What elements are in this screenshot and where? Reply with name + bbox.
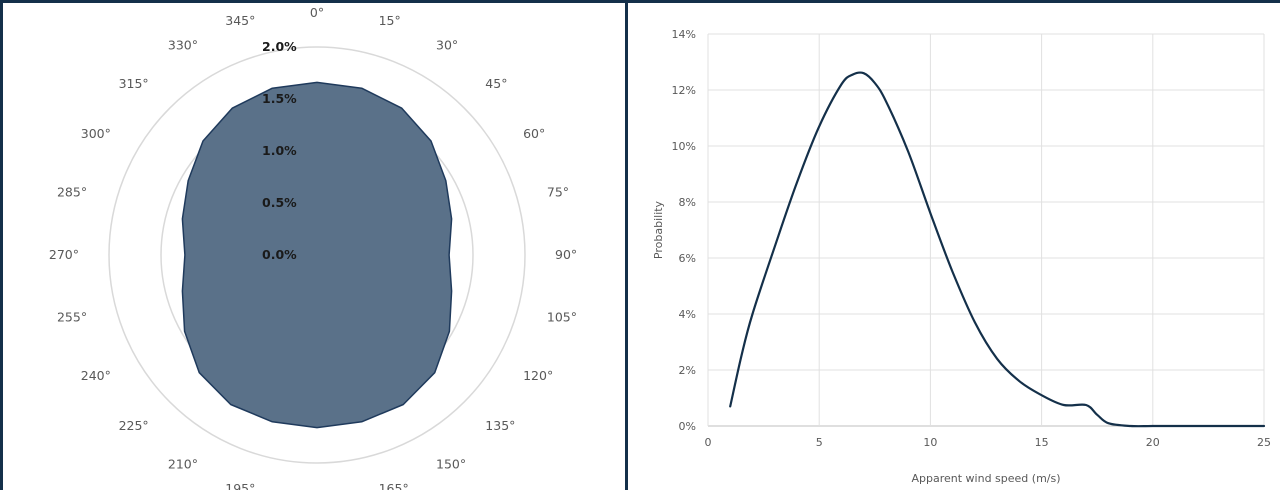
radar-angle-label: 195° bbox=[225, 481, 255, 490]
radar-angle-label: 315° bbox=[119, 76, 149, 91]
radar-angle-label: 75° bbox=[547, 184, 569, 199]
probability-series-line bbox=[729, 71, 1266, 428]
y-tick-label: 12% bbox=[672, 84, 696, 97]
x-tick-label: 0 bbox=[705, 436, 712, 449]
radar-angle-label: 255° bbox=[57, 310, 87, 325]
radar-angle-label: 225° bbox=[119, 418, 149, 433]
radar-angle-label: 300° bbox=[81, 126, 111, 141]
radar-ring-label: 1.5% bbox=[262, 91, 297, 106]
x-tick-label: 15 bbox=[1035, 436, 1049, 449]
radar-angle-label: 60° bbox=[523, 126, 545, 141]
radar-angle-label: 105° bbox=[547, 310, 577, 325]
radar-ring-label: 2.0% bbox=[262, 39, 297, 54]
x-tick-label: 5 bbox=[816, 436, 823, 449]
radar-angle-label: 30° bbox=[436, 37, 458, 52]
radar-angle-label: 210° bbox=[168, 457, 198, 472]
x-tick-label: 25 bbox=[1257, 436, 1271, 449]
radar-angle-label: 45° bbox=[485, 76, 507, 91]
radar-angle-label: 120° bbox=[523, 368, 553, 383]
x-tick-label: 20 bbox=[1146, 436, 1160, 449]
radar-angle-label: 150° bbox=[436, 457, 466, 472]
radar-angle-label: 135° bbox=[485, 418, 515, 433]
radar-ring-label: 0.5% bbox=[262, 195, 297, 210]
radar-angle-label: 330° bbox=[168, 37, 198, 52]
radar-angle-label: 270° bbox=[49, 247, 79, 262]
radar-chart: 0.0% 0.5% 1.0% 1.5% 2.0% 0° 15° 30° 45° 60° 75° 90°… bbox=[49, 5, 577, 490]
radar-angle-label: 240° bbox=[81, 368, 111, 383]
radar-angle-label: 90° bbox=[555, 247, 577, 262]
y-tick-label: 10% bbox=[672, 140, 696, 153]
radar-angle-label: 0° bbox=[310, 5, 324, 20]
y-tick-label: 4% bbox=[679, 308, 696, 321]
radar-angle-label: 285° bbox=[57, 184, 87, 199]
radar-ring-label: 1.0% bbox=[262, 143, 297, 158]
y-axis-label: Probability bbox=[652, 200, 665, 259]
y-tick-label: 2% bbox=[679, 364, 696, 377]
radar-area bbox=[181, 81, 453, 429]
line-chart: 0% 2% 4% 6% 8% 10% 12% 14% 0 5 10 15 20 25 Apparent wi… bbox=[652, 28, 1271, 485]
radar-ring bbox=[108, 46, 526, 464]
x-tick-label: 10 bbox=[923, 436, 937, 449]
x-axis-label: Apparent wind speed (m/s) bbox=[911, 472, 1060, 485]
radar-angle-label: 15° bbox=[379, 13, 401, 28]
radar-angle-label: 345° bbox=[225, 13, 255, 28]
y-tick-label: 0% bbox=[679, 420, 696, 433]
radar-angle-label: 165° bbox=[379, 481, 409, 490]
y-tick-label: 6% bbox=[679, 252, 696, 265]
panel-divider bbox=[625, 0, 628, 490]
y-tick-label: 14% bbox=[672, 28, 696, 41]
y-tick-label: 8% bbox=[679, 196, 696, 209]
radar-ring-label: 0.0% bbox=[262, 247, 297, 262]
